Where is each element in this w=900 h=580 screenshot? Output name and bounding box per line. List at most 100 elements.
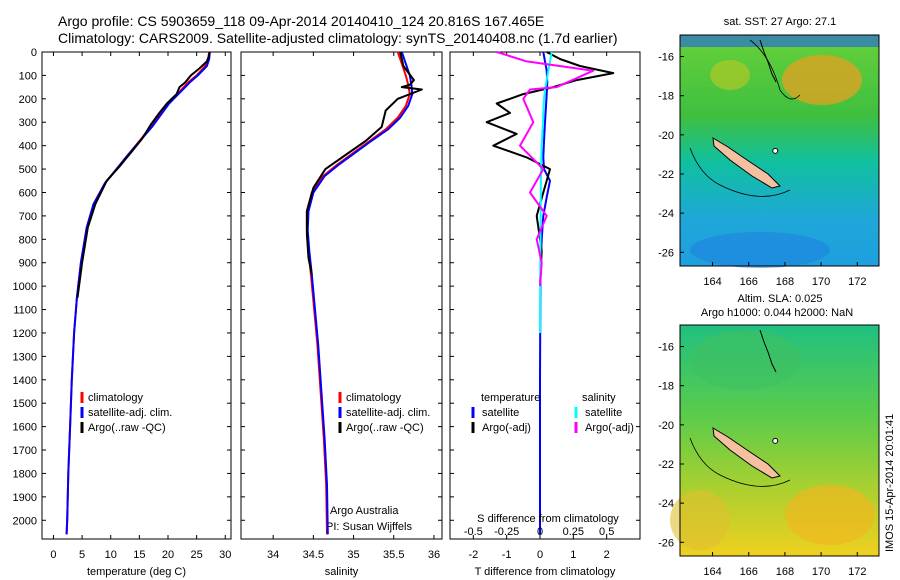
map-y-tick-label: -18 [658, 91, 674, 103]
temperature-x-tick-label: 0 [50, 549, 56, 561]
sla-high-patch [670, 490, 730, 550]
map-x-tick-label: 168 [776, 566, 794, 578]
legend-label: climatology [346, 392, 402, 404]
figure-title-line2: Climatology: CARS2009. Satellite-adjuste… [58, 30, 618, 46]
legend-header-temperature: temperature [481, 392, 540, 404]
temperature-series-line [65, 51, 211, 535]
argo-position-marker [772, 147, 779, 154]
temperature-series-line [76, 51, 211, 298]
legend-label: satellite [482, 407, 519, 419]
salinity-plot-frame [240, 51, 443, 540]
sst-map-frame [679, 34, 880, 267]
vanuatu-islands [759, 329, 777, 373]
temperature-x-tick-label: 30 [219, 549, 231, 561]
chart-layer: 0100200300400500600700800900100011001200… [13, 47, 867, 578]
map-x-tick-label: 166 [740, 566, 758, 578]
depth-tick-label: 300 [19, 117, 37, 129]
difference-x-tick-label: -1 [502, 549, 512, 561]
depth-tick-label: 1100 [13, 305, 37, 317]
sst-warm-patch [710, 60, 750, 90]
difference-series-line [496, 51, 595, 287]
depth-tick-label: 200 [19, 94, 37, 106]
difference-series-line [539, 51, 553, 334]
map-y-tick-label: -22 [658, 169, 674, 181]
salinity-difference-axis-label: S difference from climatology [477, 513, 619, 525]
map-y-tick-label: -20 [658, 130, 674, 142]
sst-warm-patch [782, 55, 862, 105]
salinity-difference-tick-label: 0.5 [599, 526, 614, 538]
depth-tick-label: 1000 [13, 281, 37, 293]
map-x-tick-label: 172 [848, 276, 866, 288]
credits-line1: Argo Australia [330, 505, 399, 517]
legend-header-salinity: salinity [582, 392, 616, 404]
legend-label: satellite [585, 407, 622, 419]
map-y-tick-label: -16 [658, 342, 674, 354]
salinity-difference-tick-label: -0.5 [464, 526, 483, 538]
depth-tick-label: 1400 [13, 375, 37, 387]
timestamp: IMOS 15-Apr-2014 20:01:41 [884, 414, 896, 552]
map-x-tick-label: 168 [776, 276, 794, 288]
sla-map [670, 324, 880, 557]
legend-label: Argo(-adj) [482, 422, 531, 434]
map-y-tick-label: -24 [658, 498, 674, 510]
difference-x-tick-label: 2 [604, 549, 610, 561]
credits-line2: PI: Susan Wijffels [326, 521, 412, 533]
salinity-x-axis-label: salinity [325, 566, 359, 578]
map-x-tick-label: 164 [703, 566, 721, 578]
salinity-x-tick-label: 35 [347, 549, 359, 561]
depth-tick-label: 0 [31, 47, 37, 59]
depth-tick-label: 1900 [13, 492, 37, 504]
sst-cool-band [680, 35, 879, 47]
legend-label: Argo(..raw -QC) [346, 422, 424, 434]
map-x-tick-label: 172 [848, 566, 866, 578]
new-caledonia-island [712, 137, 781, 189]
legend-label: satellite-adj. clim. [346, 407, 430, 419]
sla-patch [690, 330, 800, 390]
map-x-tick-label: 170 [812, 566, 830, 578]
legend-label: satellite-adj. clim. [88, 407, 172, 419]
depth-tick-label: 2000 [13, 515, 37, 527]
sst-cool-patch [690, 232, 830, 268]
figure-title-line1: Argo profile: CS 5903659_118 09-Apr-2014… [58, 13, 544, 29]
vanuatu-islands [759, 39, 777, 83]
salinity-x-tick-label: 34.5 [303, 549, 324, 561]
legend-label: Argo(-adj) [585, 422, 634, 434]
map-x-tick-label: 166 [740, 276, 758, 288]
sla-map-frame [679, 324, 880, 557]
map-x-tick-label: 164 [703, 276, 721, 288]
depth-tick-label: 400 [19, 141, 37, 153]
temperature-plot-frame [41, 51, 232, 540]
map-y-tick-label: -20 [658, 420, 674, 432]
map-y-tick-label: -16 [658, 52, 674, 64]
difference-plot-frame [449, 51, 641, 540]
difference-x-tick-label: 1 [570, 549, 576, 561]
argo-position-marker [772, 437, 779, 444]
salinity-difference-tick-label: 0.25 [563, 526, 584, 538]
map-y-tick-label: -22 [658, 459, 674, 471]
salinity-series-line [306, 51, 414, 535]
map-x-tick-label: 170 [812, 276, 830, 288]
map-y-tick-label: -26 [658, 537, 674, 549]
depth-tick-label: 1700 [13, 445, 37, 457]
depth-tick-label: 1800 [13, 468, 37, 480]
difference-series-line [485, 51, 615, 287]
bathymetry-contour [749, 39, 801, 100]
sla-map-title: Altim. SLA: 0.025 [738, 293, 823, 305]
legend-label: Argo(..raw -QC) [88, 422, 166, 434]
map-y-tick-label: -18 [658, 381, 674, 393]
difference-series-line [539, 51, 551, 535]
legend-label: climatology [88, 392, 144, 404]
salinity-difference-tick-label: -0.25 [494, 526, 519, 538]
salinity-x-tick-label: 34 [267, 549, 279, 561]
new-caledonia-island [712, 427, 781, 479]
difference-x-tick-label: 0 [537, 549, 543, 561]
map-y-tick-label: -26 [658, 247, 674, 259]
salinity-difference-tick-label: 0 [537, 526, 543, 538]
depth-tick-label: 1500 [13, 398, 37, 410]
sla-high-patch [785, 485, 875, 545]
difference-x-tick-label: -2 [468, 549, 478, 561]
salinity-x-tick-label: 36 [428, 549, 440, 561]
map-y-tick-label: -24 [658, 208, 674, 220]
sla-map-subtitle: Argo h1000: 0.044 h2000: NaN [701, 307, 853, 319]
depth-tick-label: 1300 [13, 351, 37, 363]
